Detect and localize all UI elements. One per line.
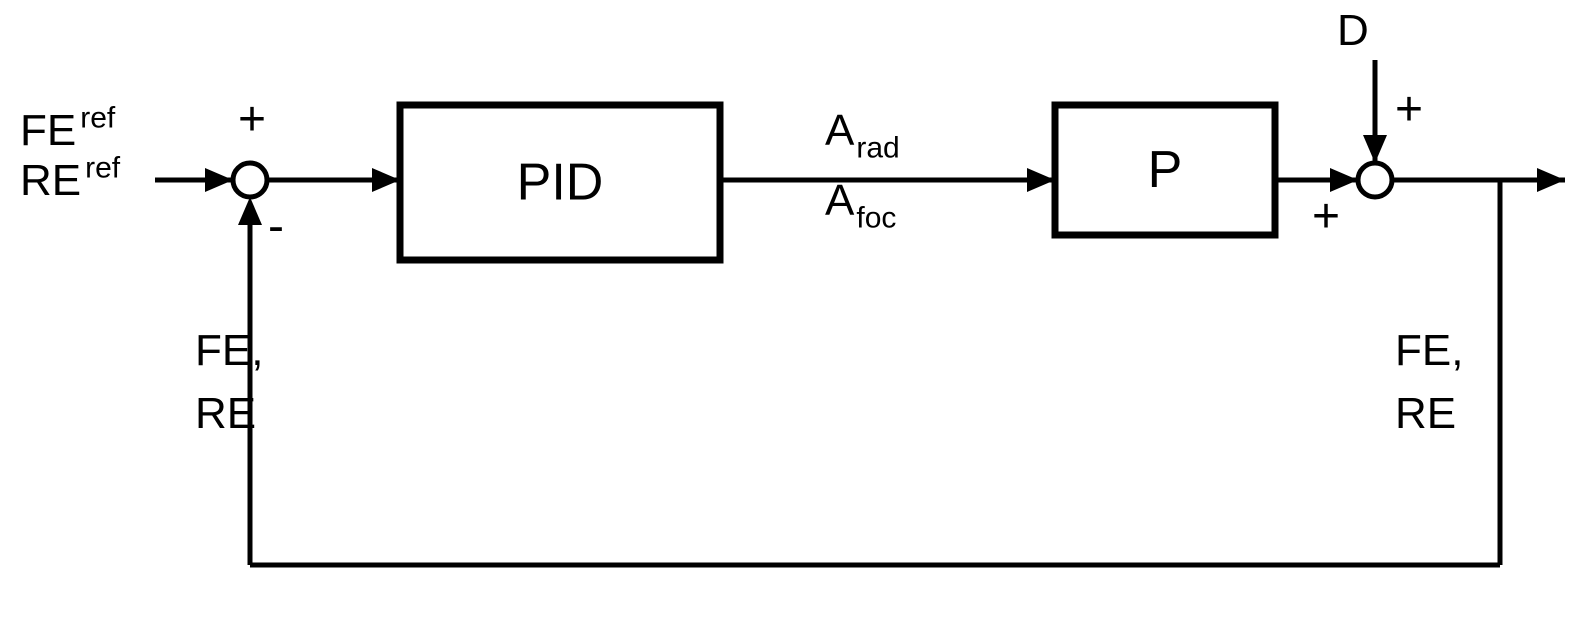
sign-left-minus: -	[268, 200, 284, 253]
label-re-right: RE	[1395, 389, 1456, 438]
label-a-rad-base: A	[825, 106, 855, 155]
label-re-ref-sup: ref	[85, 151, 121, 184]
label-d: D	[1337, 6, 1369, 55]
label-fe-ref-sup: ref	[80, 101, 116, 134]
sign-left-plus: +	[238, 93, 266, 146]
label-a-rad-sub: rad	[856, 131, 899, 164]
block-pid-label: PID	[517, 154, 604, 212]
label-fe-ref-base: FE	[20, 106, 76, 155]
label-fe-right: FE,	[1395, 326, 1463, 375]
block-p-label: P	[1148, 141, 1183, 199]
sign-right-plus-top: +	[1395, 83, 1423, 136]
label-fe-left: FE,	[195, 326, 263, 375]
label-a-foc-sub: foc	[856, 201, 896, 234]
label-a-foc-base: A	[825, 176, 855, 225]
sign-right-plus-left: +	[1312, 190, 1340, 243]
label-re-ref-base: RE	[20, 156, 81, 205]
label-re-left: RE	[195, 389, 256, 438]
